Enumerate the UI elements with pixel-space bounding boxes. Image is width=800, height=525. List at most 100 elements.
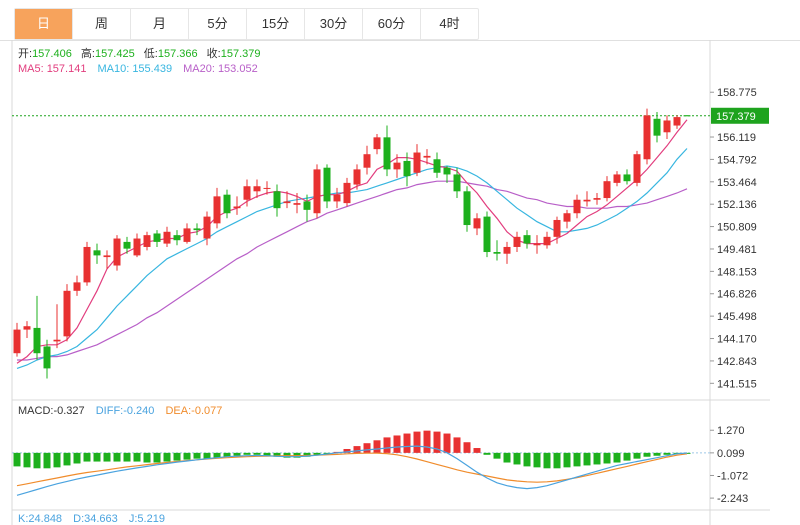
macd-bar [153,452,161,463]
macd-legend: MACD:-0.327 DIFF:-0.240 DEA:-0.077 [18,405,222,417]
macd-bar [633,452,641,459]
candle-body [213,196,221,224]
candle-body [463,191,471,226]
candle-body [183,228,191,242]
candle-body [593,198,601,200]
candle-body [513,236,521,247]
macd-tick-label: 0.099 [717,448,745,460]
macd-bar [173,452,181,461]
candle-body [573,199,581,214]
candle-body [13,329,21,354]
candle-body [163,231,171,244]
candle-body [173,235,181,241]
macd-bar [393,435,401,453]
tab-1[interactable]: 周 [73,9,131,39]
candle-body [43,346,51,369]
macd-bar [483,452,491,455]
macd-bar [553,452,561,469]
candle-body [293,203,301,205]
candle-body [73,282,81,291]
candle-body [203,216,211,239]
price-tick-label: 148.153 [717,266,757,278]
macd-bar [453,437,461,453]
candle-body [263,187,271,189]
candle-body [153,233,161,242]
macd-bar [363,443,371,453]
macd-bar [423,430,431,453]
candle-body [123,241,131,249]
tab-4[interactable]: 15分 [247,9,305,39]
candle-body [273,191,281,209]
last-price-label: 157.379 [716,111,756,123]
macd-tick-label: -2.243 [717,493,748,505]
macd-bar [33,452,41,469]
macd-bar [463,442,471,453]
macd-bar [573,452,581,467]
candle-body [563,213,571,222]
macd-bar [613,452,621,463]
candle-body [493,252,501,254]
candle-body [143,235,151,247]
tab-5[interactable]: 30分 [305,9,363,39]
candle-body [283,201,291,204]
macd-bar [313,452,321,455]
tab-6[interactable]: 60分 [363,9,421,39]
candle-body [653,118,661,136]
macd-bar [233,452,241,456]
macd-bar [443,433,451,453]
macd-bar [493,452,501,459]
candle-body [353,169,361,185]
macd-bar [183,452,191,460]
candle-body [683,115,691,117]
candle-body [133,238,141,256]
macd-bar [213,452,221,458]
candle-body [333,194,341,202]
macd-bar [433,431,441,453]
macd-bar [23,452,31,468]
price-tick-label: 152.136 [717,199,757,211]
tab-2[interactable]: 月 [131,9,189,39]
macd-bar [383,437,391,453]
macd-bar [203,452,211,459]
macd-bar [543,452,551,469]
macd-bar [113,452,121,462]
candle-body [643,115,651,160]
candle-body [603,181,611,199]
candle-body [113,238,121,266]
macd-bar [143,452,151,463]
price-pane: 158.775 156.119 154.792 153.464 152.136 150.8… [12,87,769,390]
macd-bar [603,452,611,464]
period-tabs: 日周月 5分 15分 30分 60分 4时 [14,8,479,40]
ma10-line [16,148,688,369]
candle-body [103,255,111,258]
candle-body [533,243,541,246]
candle-body [553,219,561,237]
tab-divider [0,40,800,41]
tab-3[interactable]: 5分 [189,9,247,39]
macd-bar [193,452,201,459]
candle-body [543,236,551,246]
candle-body [373,137,381,150]
candle-body [423,155,431,158]
candle-body [673,117,681,126]
macd-pane: 1.270 0.099 -1.072 -2.243 [12,425,748,505]
candle-body [63,290,71,337]
macd-bar [523,452,531,467]
macd-bar [323,452,331,454]
tab-0[interactable]: 日 [15,9,73,39]
macd-bar [503,452,511,463]
macd-bar [303,452,311,457]
macd-bar [63,452,71,466]
tab-7[interactable]: 4时 [439,16,460,31]
price-tick-label: 149.481 [717,244,757,256]
macd-bar [623,452,631,461]
dif-line [16,445,688,496]
candle-body [483,216,491,253]
candle-body [403,160,411,177]
candle-body [53,339,61,342]
candle-body [503,246,511,254]
candle-body [243,186,251,200]
macd-bar [563,452,571,468]
price-tick-label: 144.170 [717,334,757,346]
